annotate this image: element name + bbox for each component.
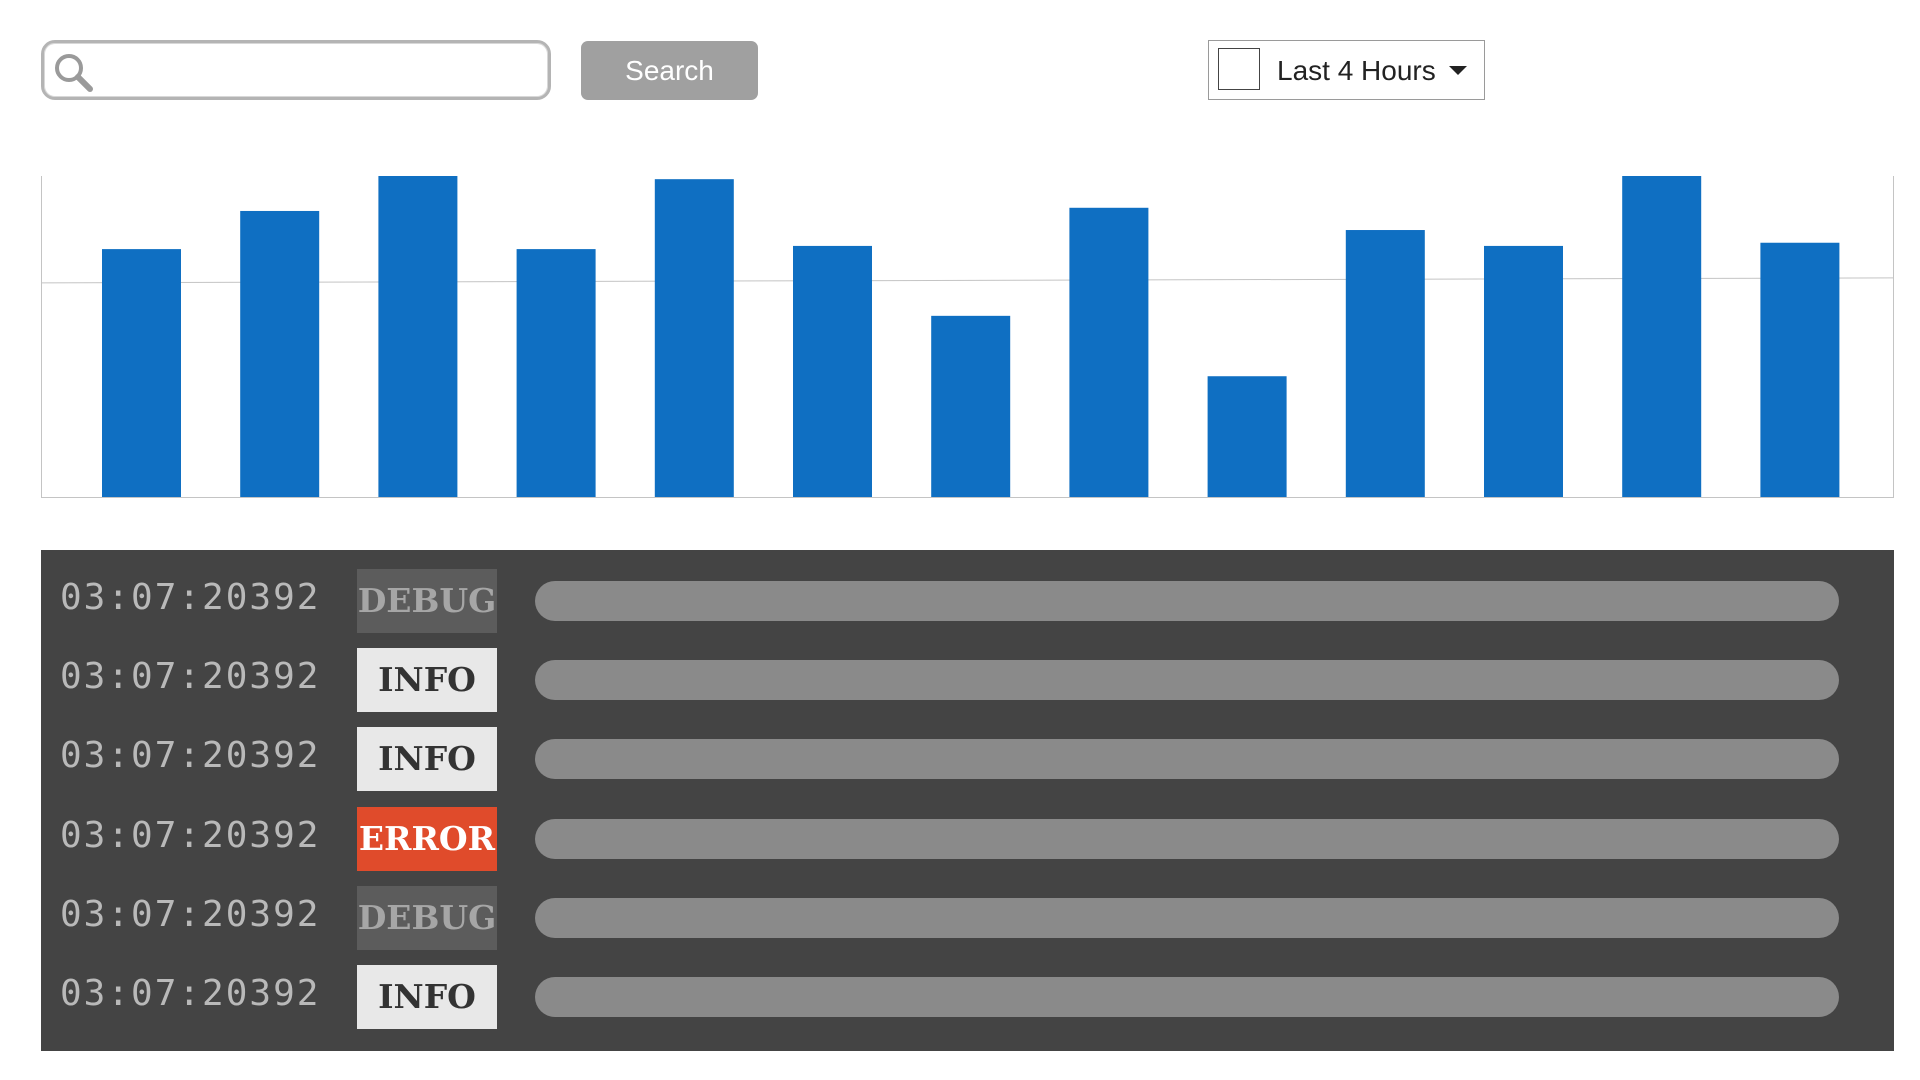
log-row[interactable]: 03:07:20392 INFO bbox=[41, 648, 1894, 713]
log-level-badge: INFO bbox=[357, 965, 497, 1029]
time-range-dropdown[interactable]: Last 4 Hours bbox=[1208, 40, 1485, 100]
chart-bar[interactable] bbox=[793, 245, 872, 497]
log-level-badge: ERROR bbox=[357, 806, 497, 871]
chart-bar[interactable] bbox=[931, 315, 1011, 497]
log-level-badge: INFO bbox=[357, 727, 497, 792]
log-level-badge: INFO bbox=[357, 648, 497, 713]
log-row[interactable]: 03:07:20392 ERROR bbox=[41, 806, 1894, 871]
log-level-badge: DEBUG bbox=[357, 885, 497, 950]
search-box[interactable] bbox=[41, 40, 551, 100]
chart-bar[interactable] bbox=[1345, 230, 1425, 497]
log-message-placeholder bbox=[535, 897, 1839, 938]
search-icon bbox=[55, 54, 93, 92]
chart-bar[interactable] bbox=[1207, 376, 1287, 497]
bar-chart bbox=[41, 176, 1894, 498]
chart-bars bbox=[102, 176, 1840, 498]
search-button[interactable]: Search bbox=[581, 41, 758, 100]
time-range-checkbox[interactable] bbox=[1218, 48, 1260, 90]
chart-bar[interactable] bbox=[1760, 242, 1840, 497]
log-message-placeholder bbox=[535, 660, 1839, 701]
time-range-selected-label: Last 4 Hours bbox=[1277, 55, 1436, 86]
log-row[interactable]: 03:07:20392 DEBUG bbox=[41, 569, 1894, 633]
log-row[interactable]: 03:07:20392 DEBUG bbox=[41, 885, 1894, 950]
log-timestamp: 03:07:20392 bbox=[60, 973, 321, 1014]
log-message-placeholder bbox=[535, 977, 1839, 1017]
log-message-placeholder bbox=[535, 581, 1839, 621]
chart-reference-line bbox=[41, 277, 1894, 284]
log-level-badge: DEBUG bbox=[357, 569, 497, 633]
log-message-placeholder bbox=[535, 818, 1839, 859]
chart-bar[interactable] bbox=[516, 249, 596, 497]
chevron-down-icon bbox=[1449, 66, 1467, 75]
chart-bar[interactable] bbox=[654, 179, 734, 497]
search-input[interactable] bbox=[102, 49, 536, 93]
log-message-placeholder bbox=[535, 739, 1839, 780]
chart-bar[interactable] bbox=[1484, 245, 1563, 497]
chart-bar[interactable] bbox=[378, 176, 458, 497]
chart-bar[interactable] bbox=[102, 249, 181, 497]
log-row[interactable]: 03:07:20392 INFO bbox=[41, 727, 1894, 792]
log-timestamp: 03:07:20392 bbox=[60, 893, 321, 935]
log-timestamp: 03:07:20392 bbox=[60, 577, 321, 618]
chart-bar[interactable] bbox=[240, 210, 320, 497]
log-timestamp: 03:07:20392 bbox=[60, 814, 321, 856]
log-row[interactable]: 03:07:20392 INFO bbox=[41, 965, 1894, 1029]
log-timestamp: 03:07:20392 bbox=[60, 656, 321, 698]
chart-bar[interactable] bbox=[1622, 176, 1702, 497]
log-panel: 03:07:20392 DEBUG 03:07:20392 INFO 03:07:203… bbox=[41, 550, 1894, 1051]
chart-bar[interactable] bbox=[1069, 207, 1149, 498]
log-timestamp: 03:07:20392 bbox=[60, 735, 321, 777]
